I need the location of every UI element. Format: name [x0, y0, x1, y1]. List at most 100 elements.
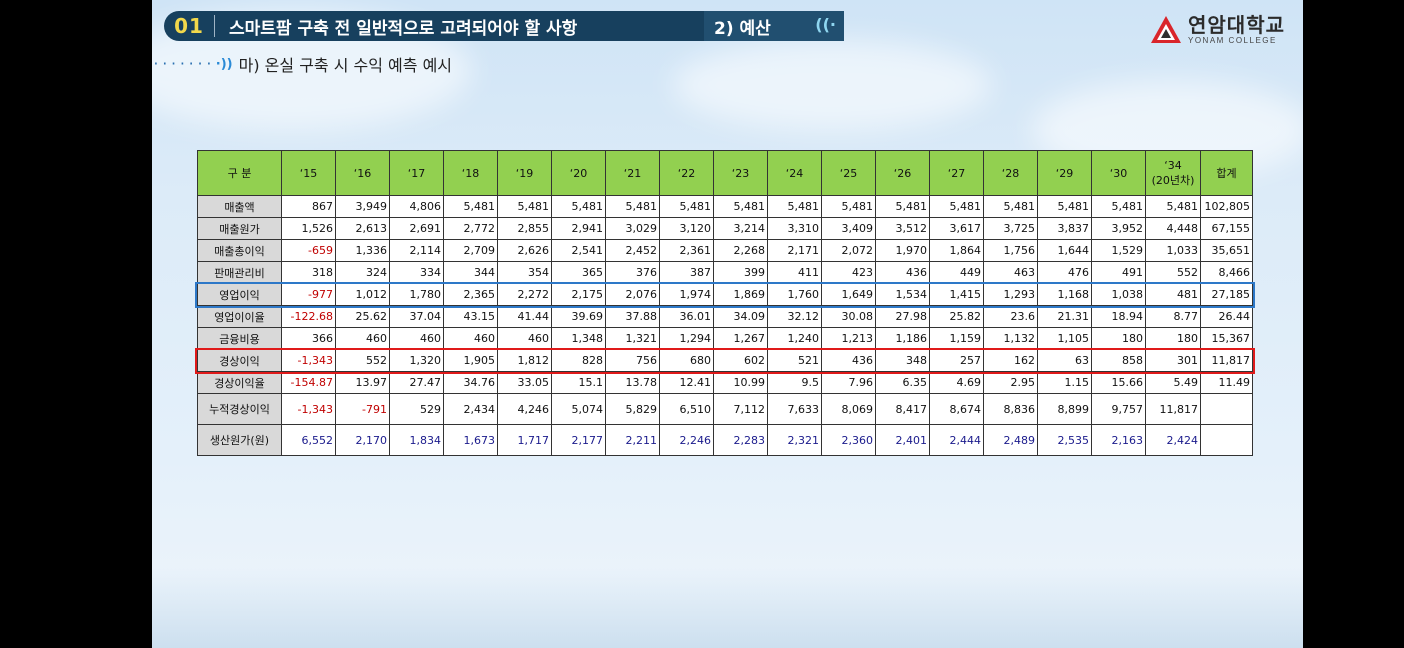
- table-cell: 1.15: [1037, 371, 1092, 394]
- table-cell: -122.68: [281, 305, 336, 328]
- table-row: 경상이익 -1,343 552 1,320 1,905 1,812 828 756 680 602…: [197, 349, 1253, 372]
- table-cell: 1,240: [767, 327, 822, 350]
- table-cell: 2,076: [605, 283, 660, 306]
- table-cell: 1,780: [389, 283, 444, 306]
- section-tab: 2) 예산 ((·: [704, 11, 844, 41]
- table-cell: 25.62: [335, 305, 390, 328]
- table-cell: 552: [1145, 261, 1201, 284]
- row-label: 경상이익율: [197, 371, 282, 394]
- table-row: 금융비용 366 460 460 460 460 1,348 1,321 1,294 1,267 1…: [197, 327, 1253, 350]
- table-row: 영업이익 -977 1,012 1,780 2,365 2,272 2,175 2,076 1,…: [197, 283, 1253, 306]
- section-number: 01: [174, 14, 204, 38]
- table-cell: 476: [1037, 261, 1092, 284]
- table-cell: 1,864: [929, 239, 984, 262]
- header-year: ‘24: [767, 150, 822, 196]
- header-year: ‘17: [389, 150, 444, 196]
- header-year: ‘21: [605, 150, 660, 196]
- table-cell: 1,348: [551, 327, 606, 350]
- table-cell: 3,949: [335, 195, 390, 218]
- table-cell: 1,717: [497, 424, 552, 456]
- header-year: ‘26: [875, 150, 930, 196]
- table-cell: 3,029: [605, 217, 660, 240]
- table-cell: 5,481: [875, 195, 930, 218]
- table-cell: 460: [335, 327, 390, 350]
- table-cell: 5,481: [983, 195, 1038, 218]
- table-cell: 1,213: [821, 327, 876, 350]
- table-cell: 2,941: [551, 217, 606, 240]
- table-cell: 2,163: [1091, 424, 1146, 456]
- table-cell: 13.97: [335, 371, 390, 394]
- row-label: 매출액: [197, 195, 282, 218]
- table-cell: 2,283: [713, 424, 768, 456]
- table-cell: 1,970: [875, 239, 930, 262]
- table-cell: 5,074: [551, 393, 606, 425]
- header-label: ‘19: [515, 166, 534, 180]
- table-cell: 13.78: [605, 371, 660, 394]
- table-cell: 9.5: [767, 371, 822, 394]
- row-label: 영업이이율: [197, 305, 282, 328]
- table-cell: 32.12: [767, 305, 822, 328]
- table-cell: 1,321: [605, 327, 660, 350]
- table-cell: 180: [1091, 327, 1146, 350]
- table-cell: 5,481: [443, 195, 498, 218]
- table-cell: 7.96: [821, 371, 876, 394]
- header-label: ‘18: [461, 166, 480, 180]
- table-cell: 11.49: [1200, 371, 1253, 394]
- cloud-decoration: [672, 40, 992, 130]
- table-cell: 1,320: [389, 349, 444, 372]
- header-label: ‘20: [569, 166, 588, 180]
- header-divider: [214, 15, 215, 37]
- table-row: 매출액 867 3,949 4,806 5,481 5,481 5,481 5,481 5,48…: [197, 195, 1253, 218]
- table-cell: 5,481: [497, 195, 552, 218]
- table-cell: 1,267: [713, 327, 768, 350]
- subtitle-text: 마) 온실 구축 시 수익 예측 예시: [238, 56, 453, 75]
- table-cell: -154.87: [281, 371, 336, 394]
- table-cell: 6.35: [875, 371, 930, 394]
- table-cell: 11,817: [1145, 393, 1201, 425]
- table-cell: 2,489: [983, 424, 1038, 456]
- header-label: ‘16: [353, 166, 372, 180]
- table-cell: 8,417: [875, 393, 930, 425]
- table-cell: 449: [929, 261, 984, 284]
- table-cell: 1,869: [713, 283, 768, 306]
- table-cell: 399: [713, 261, 768, 284]
- table-cell: 2,535: [1037, 424, 1092, 456]
- header-label: ‘25: [839, 166, 858, 180]
- table-cell: 1,168: [1037, 283, 1092, 306]
- header-year: ‘27: [929, 150, 984, 196]
- table-cell: 63: [1037, 349, 1092, 372]
- table-cell: 3,952: [1091, 217, 1146, 240]
- table-cell: 460: [389, 327, 444, 350]
- table-cell: 15.1: [551, 371, 606, 394]
- table-cell: 2,444: [929, 424, 984, 456]
- table-cell: 1,415: [929, 283, 984, 306]
- header-sub-label: (20년차): [1151, 173, 1195, 187]
- table-cell: 162: [983, 349, 1038, 372]
- table-cell: 2,452: [605, 239, 660, 262]
- college-logo: 연암대학교 YONAM COLLEGE: [1150, 14, 1285, 45]
- table-cell: 15.66: [1091, 371, 1146, 394]
- table-cell: 756: [605, 349, 660, 372]
- table-cell: 1,038: [1091, 283, 1146, 306]
- table-row: 생산원가(원) 6,552 2,170 1,834 1,673 1,717 2,177 2,2…: [197, 424, 1253, 456]
- header-label: ‘28: [1001, 166, 1020, 180]
- header-label: ‘27: [947, 166, 966, 180]
- table-cell: 387: [659, 261, 714, 284]
- table-cell: 2,321: [767, 424, 822, 456]
- table-cell: 460: [497, 327, 552, 350]
- table-cell: -791: [335, 393, 390, 425]
- table-cell: 3,725: [983, 217, 1038, 240]
- table-cell: 8,899: [1037, 393, 1092, 425]
- table-cell: 2,170: [335, 424, 390, 456]
- table-cell: 2,114: [389, 239, 444, 262]
- frost-decoration: [152, 568, 1303, 648]
- header-category: 구 분: [197, 150, 282, 196]
- table-cell: 3,409: [821, 217, 876, 240]
- table-cell: 828: [551, 349, 606, 372]
- table-cell: 366: [281, 327, 336, 350]
- profit-forecast-table: 구 분 ‘15 ‘16 ‘17 ‘18 ‘19 ‘20 ‘21 ‘22 ‘23 ‘24 ‘25 ‘26 ‘…: [197, 150, 1253, 456]
- table-cell: 1,649: [821, 283, 876, 306]
- header-label: ‘15: [299, 166, 318, 180]
- table-cell: 41.44: [497, 305, 552, 328]
- table-cell: 463: [983, 261, 1038, 284]
